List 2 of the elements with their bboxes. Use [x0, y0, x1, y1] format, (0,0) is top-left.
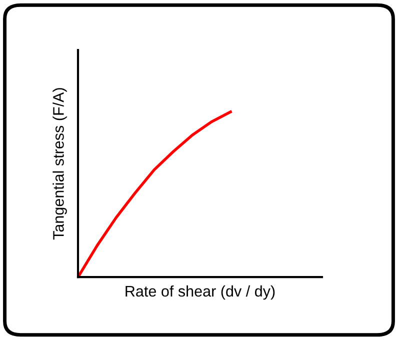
x-axis-title: Rate of shear (dv / dy) [126, 285, 275, 300]
y-axis-title: Tangential stress (F/A) [52, 88, 67, 240]
